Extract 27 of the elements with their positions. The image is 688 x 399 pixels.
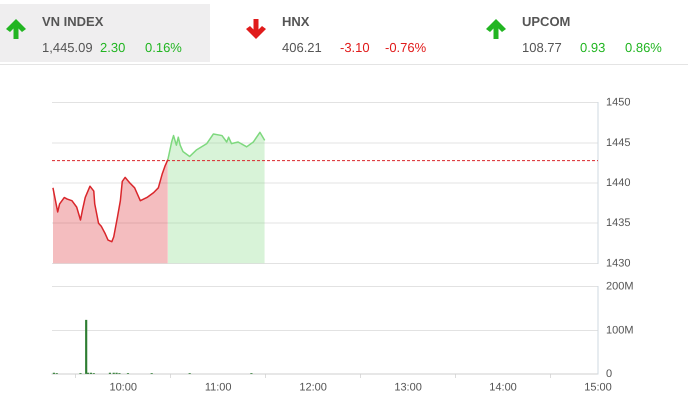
data-label: 406.21: [282, 40, 322, 55]
y-tick-label: 0: [606, 368, 612, 380]
data-label: 0.86%: [625, 40, 662, 55]
bar: [85, 320, 88, 374]
y-tick-label: 1450: [606, 96, 630, 109]
data-label: -0.76%: [385, 40, 426, 55]
y-tick-label: 1440: [606, 177, 630, 190]
y-tick-label: 100M: [606, 324, 634, 336]
data-label: 0.93: [580, 40, 606, 55]
data-label: 108.77: [522, 40, 562, 55]
x-tick-label: 14:00: [489, 382, 517, 394]
x-tick-label: 15:00: [584, 382, 612, 394]
category-label: VN INDEX: [42, 14, 104, 29]
data-label: -3.10: [340, 40, 370, 55]
category-label: HNX: [282, 14, 310, 29]
y-tick-label: 1430: [606, 257, 630, 270]
x-tick-label: 10:00: [109, 382, 137, 394]
category-label: UPCOM: [522, 14, 570, 29]
y-tick-label: 1435: [606, 217, 630, 230]
y-tick-label: 200M: [606, 280, 634, 293]
x-tick-label: 13:00: [394, 382, 422, 394]
y-tick-label: 1445: [606, 136, 630, 149]
data-label: 1,445.09: [42, 40, 93, 55]
data-label: 0.16%: [145, 40, 182, 55]
x-tick-label: 11:00: [204, 382, 232, 394]
x-tick-label: 12:00: [299, 382, 327, 394]
data-label: 2.30: [100, 40, 126, 55]
